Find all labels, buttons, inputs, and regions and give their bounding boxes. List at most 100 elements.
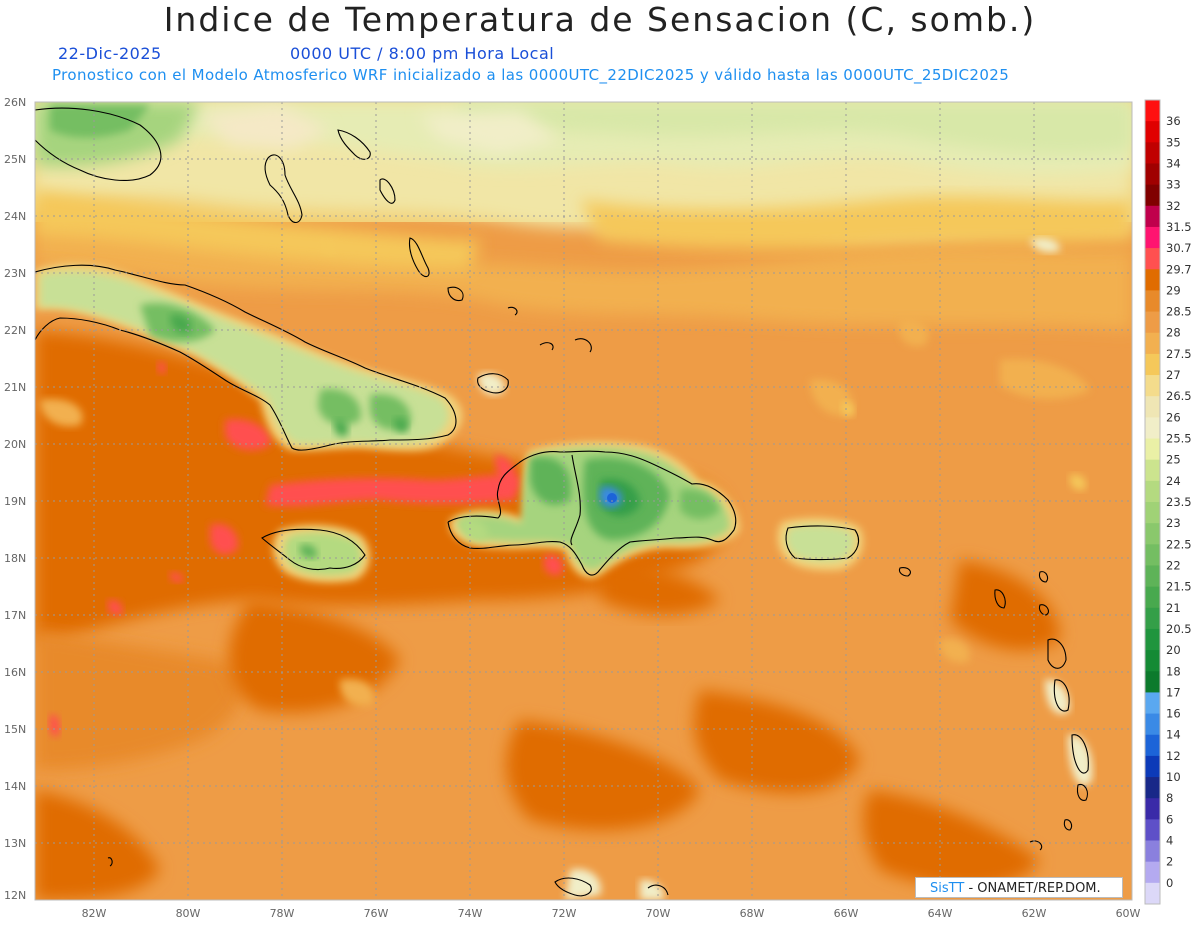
colorbar-label: 30.7 (1166, 241, 1192, 255)
colorbar-swatch (1145, 353, 1160, 376)
lon-label: 68W (740, 907, 765, 920)
credit-box: SisTT - ONAMET/REP.DOM. (915, 877, 1123, 898)
coastlines (35, 107, 1089, 897)
colorbar-swatch (1145, 459, 1160, 482)
colorbar-swatch (1145, 438, 1160, 461)
colorbar-label: 29 (1166, 283, 1181, 297)
grid-lines (35, 102, 1132, 900)
colorbar-label: 21 (1166, 601, 1181, 615)
lat-label: 22N (4, 324, 26, 337)
colorbar-swatch (1145, 544, 1160, 566)
temperature-field (35, 102, 1132, 900)
colorbar-swatch (1145, 819, 1160, 841)
map-frame (34, 101, 1133, 901)
colorbar-swatch (1145, 650, 1160, 672)
colorbar-swatch (1145, 502, 1160, 524)
colorbar-swatch (1145, 396, 1160, 418)
colorbar-label: 20 (1166, 643, 1181, 657)
lat-label: 12N (4, 889, 26, 902)
forecast-date: 22-Dic-2025 (58, 44, 162, 63)
colorbar-swatch (1145, 565, 1160, 588)
lon-label: 70W (646, 907, 671, 920)
colorbar-swatch (1145, 840, 1160, 863)
puerto-rico-land-field (777, 518, 864, 571)
lon-label: 76W (364, 907, 389, 920)
lon-label: 74W (458, 907, 483, 920)
colorbar-label: 36 (1166, 114, 1181, 128)
lat-label: 25N (4, 153, 26, 166)
colorbar-label: 23 (1166, 516, 1181, 530)
lon-label: 64W (928, 907, 953, 920)
colorbar-label: 20.5 (1166, 622, 1192, 636)
colorbar-swatch (1145, 628, 1160, 651)
lon-label: 78W (270, 907, 295, 920)
colorbar-swatch (1145, 755, 1160, 778)
colorbar-swatch (1145, 417, 1160, 439)
colorbar-swatch (1145, 248, 1160, 270)
colorbar-label: 34 (1166, 156, 1181, 170)
colorbar-swatch (1145, 184, 1160, 207)
colorbar-swatch (1145, 480, 1160, 503)
colorbar-label: 18 (1166, 664, 1181, 678)
colorbar-swatch (1145, 671, 1160, 693)
colorbar-label: 24 (1166, 474, 1181, 488)
colorbar-label: 27.5 (1166, 347, 1192, 361)
latitude-axis: 26N 25N 24N 23N 22N 21N 20N 19N 18N 17N … (4, 96, 26, 902)
colorbar-swatch (1145, 713, 1160, 736)
lat-label: 21N (4, 381, 26, 394)
lat-label: 17N (4, 609, 26, 622)
lat-label: 19N (4, 495, 26, 508)
colorbar-label: 35 (1166, 135, 1181, 149)
lon-label: 82W (82, 907, 107, 920)
colorbar-swatch (1145, 269, 1160, 291)
colorbar-label: 25.5 (1166, 432, 1192, 446)
colorbar-label: 23.5 (1166, 495, 1192, 509)
forecast-time: 0000 UTC / 8:00 pm Hora Local (290, 44, 555, 63)
lat-label: 13N (4, 837, 26, 850)
colorbar-swatch (1145, 226, 1160, 249)
lon-label: 66W (834, 907, 859, 920)
colorbar-label: 14 (1166, 728, 1181, 742)
lat-label: 16N (4, 666, 26, 679)
colorbar-swatch (1145, 375, 1160, 397)
lat-label: 24N (4, 210, 26, 223)
colorbar: 363534333231.530.729.72928.52827.52726.5… (1144, 99, 1192, 905)
lon-label: 72W (552, 907, 577, 920)
sistt-logo: SisTT (930, 881, 965, 896)
colorbar-swatch (1145, 205, 1160, 228)
colorbar-label: 28 (1166, 326, 1181, 340)
colorbar-swatch (1145, 861, 1160, 884)
colorbar-swatch (1145, 607, 1160, 630)
colorbar-swatch (1145, 121, 1160, 143)
lat-label: 14N (4, 780, 26, 793)
colorbar-swatch (1145, 586, 1160, 609)
lat-label: 23N (4, 267, 26, 280)
colorbar-swatch (1145, 163, 1160, 186)
colorbar-label: 22 (1166, 558, 1181, 572)
colorbar-label: 25 (1166, 453, 1181, 467)
colorbar-label: 27 (1166, 368, 1181, 382)
jamaica-land-field (273, 525, 370, 583)
colorbar-label: 6 (1166, 812, 1173, 826)
map-title: Indice de Temperatura de Sensacion (C, s… (163, 0, 1037, 39)
colorbar-swatch (1145, 332, 1160, 355)
lat-label: 26N (4, 96, 26, 109)
lat-label: 15N (4, 723, 26, 736)
colorbar-label: 33 (1166, 178, 1181, 192)
colorbar-label: 31.5 (1166, 220, 1192, 234)
colorbar-label: 10 (1166, 770, 1181, 784)
colorbar-swatch (1145, 692, 1160, 714)
colorbar-label: 26.5 (1166, 389, 1192, 403)
colorbar-label: 12 (1166, 749, 1181, 763)
colorbar-label: 22.5 (1166, 537, 1192, 551)
colorbar-label: 16 (1166, 707, 1181, 721)
colorbar-swatch (1145, 882, 1160, 905)
colorbar-label: 4 (1166, 834, 1173, 848)
cuba-land-field (35, 263, 463, 452)
lon-label: 80W (176, 907, 201, 920)
colorbar-label: 28.5 (1166, 305, 1192, 319)
colorbar-swatch (1145, 523, 1160, 545)
colorbar-label: 0 (1166, 876, 1173, 890)
model-info-subtitle: Pronostico con el Modelo Atmosferico WRF… (52, 66, 1010, 84)
